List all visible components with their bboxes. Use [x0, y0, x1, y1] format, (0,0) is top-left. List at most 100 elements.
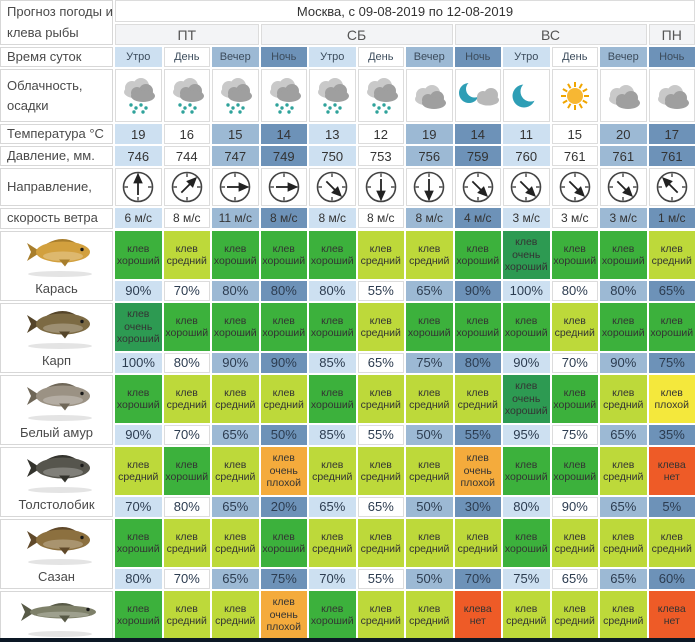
bite-quality-cell: клев средний: [551, 590, 598, 638]
weather-cell: [454, 69, 501, 123]
bite-quality-cell: клев средний: [357, 302, 404, 351]
day-header: ПН: [648, 24, 695, 45]
time-cell: Ночь: [260, 47, 307, 67]
bite-quality-cell: клев средний: [600, 374, 647, 423]
bite-percent-cell: 90%: [260, 352, 307, 373]
wind-speed-cell: 8 м/с: [406, 208, 453, 229]
weather-cell: [503, 69, 550, 123]
wind-direction-compass-icon: [461, 170, 495, 204]
bite-percent-cell: 50%: [406, 568, 453, 589]
pressure-cell: 744: [163, 146, 210, 167]
rain-cloud-icon: [358, 75, 404, 117]
bite-quality-cell: клев хороший: [309, 302, 356, 351]
bite-percent-cell: 65%: [309, 496, 356, 517]
temperature-cell: 19: [406, 124, 453, 145]
bite-quality-cell: клева нет: [648, 590, 695, 638]
fish-section: Карась клев хороший клев средний клев хорош…: [0, 230, 695, 638]
temperature-cell: 11: [503, 124, 550, 145]
wind-speed-cell: 1 м/с: [648, 208, 695, 229]
grass-carp-image: [6, 377, 108, 423]
bite-percent-cell: 65%: [600, 424, 647, 445]
bite-percent-cell: 55%: [357, 424, 404, 445]
bite-percent-cell: 75%: [260, 568, 307, 589]
weather-cell: [212, 69, 259, 123]
pressure-cell: 746: [115, 146, 162, 167]
time-cell: Утро: [115, 47, 162, 67]
bite-quality-cell: клев хороший: [551, 446, 598, 495]
bite-quality-cell: клев хороший: [260, 230, 307, 279]
bite-percent-cell: 85%: [309, 352, 356, 373]
bite-quality-cell: клев хороший: [454, 302, 501, 351]
fish-forecast-row: Сазан клев хороший клев средний клев средни…: [0, 518, 695, 589]
wind-direction-cell: [406, 168, 453, 207]
bite-percent-cell: 70%: [551, 352, 598, 373]
pressure-cell: 753: [357, 146, 404, 167]
bite-quality-cell: клев очень хороший: [503, 374, 550, 423]
pressure-cell: 747: [212, 146, 259, 167]
row-label-direction: Направление,: [0, 168, 113, 207]
fish-name: Карась: [35, 280, 78, 296]
pressure-cell: 761: [600, 146, 647, 167]
bite-quality-cell: клев хороший: [600, 302, 647, 351]
pressure-cell: 749: [260, 146, 307, 167]
bite-quality-cell: клев хороший: [212, 302, 259, 351]
wind-direction-compass-icon: [558, 170, 592, 204]
wind-direction-compass-icon: [655, 170, 689, 204]
wind-direction-cell: [454, 168, 501, 207]
wind-direction-compass-icon: [267, 170, 301, 204]
fish-forecast-row: Карась клев хороший клев средний клев хорош…: [0, 230, 695, 301]
bite-percent-cell: 35%: [648, 424, 695, 445]
wind-speed-cell: 3 м/с: [503, 208, 550, 229]
bite-percent-cell: 75%: [406, 352, 453, 373]
bite-percent-cell: 70%: [163, 568, 210, 589]
wind-direction-compass-icon: [218, 170, 252, 204]
time-cell: Утро: [309, 47, 356, 67]
bite-quality-cell: клев средний: [357, 446, 404, 495]
wind-direction-cell: [551, 168, 598, 207]
row-label-temperature: Температура °C: [0, 124, 113, 145]
fish-forecast-row: Толстолобик клев средний клев хороший клев …: [0, 446, 695, 517]
fish-name: Карп: [41, 352, 72, 368]
time-of-day-row: Утро День Вечер Ночь Утро День Вечер Ночь Утро Де…: [115, 47, 695, 67]
bite-percent-cell: 50%: [406, 424, 453, 445]
crescent-moon-icon: [503, 75, 549, 117]
temperature-cell: 17: [648, 124, 695, 145]
bite-quality-cell: клев хороший: [115, 230, 162, 279]
bite-quality-cell: клев хороший: [648, 302, 695, 351]
row-label-time: Время суток: [0, 47, 113, 68]
wild-carp-image: [6, 521, 108, 567]
corner-title: Прогноз погоды и клева рыбы: [0, 0, 113, 45]
clouds-icon: [649, 75, 695, 117]
bite-quality-cell: клев хороший: [115, 590, 162, 638]
bite-quality-cell: клев средний: [406, 374, 453, 423]
bite-percent-cell: 65%: [648, 280, 695, 301]
bite-percent-cell: 65%: [406, 280, 453, 301]
bite-percent-cell: 80%: [551, 280, 598, 301]
bite-quality-cell: клев средний: [406, 446, 453, 495]
bite-percent-cell: 90%: [115, 424, 162, 445]
weather-cell: [163, 69, 210, 123]
pressure-cell: 760: [503, 146, 550, 167]
weather-cell: [115, 69, 162, 123]
pressure-cell: 756: [406, 146, 453, 167]
bite-quality-cell: клев хороший: [406, 302, 453, 351]
bite-quality-cell: клев хороший: [503, 302, 550, 351]
pressure-cell: 759: [454, 146, 501, 167]
rain-cloud-icon: [164, 75, 210, 117]
temperature-cell: 14: [260, 124, 307, 145]
bite-quality-cell: клев хороший: [212, 230, 259, 279]
bite-percent-cell: 70%: [309, 568, 356, 589]
bite-quality-cell: клев очень хороший: [503, 230, 550, 279]
bite-quality-cell: клев хороший: [309, 590, 356, 638]
bite-quality-cell: клев хороший: [309, 230, 356, 279]
pike-image: [6, 593, 108, 638]
time-cell: Вечер: [406, 47, 453, 67]
time-cell: Утро: [503, 47, 550, 67]
wind-direction-compass-icon: [412, 170, 446, 204]
bite-percent-cell: 50%: [406, 496, 453, 517]
fish-cell: [0, 590, 113, 638]
bite-quality-cell: клев средний: [600, 518, 647, 567]
bite-quality-cell: клева нет: [454, 590, 501, 638]
temperature-cell: 15: [551, 124, 598, 145]
bite-percent-cell: 70%: [454, 568, 501, 589]
